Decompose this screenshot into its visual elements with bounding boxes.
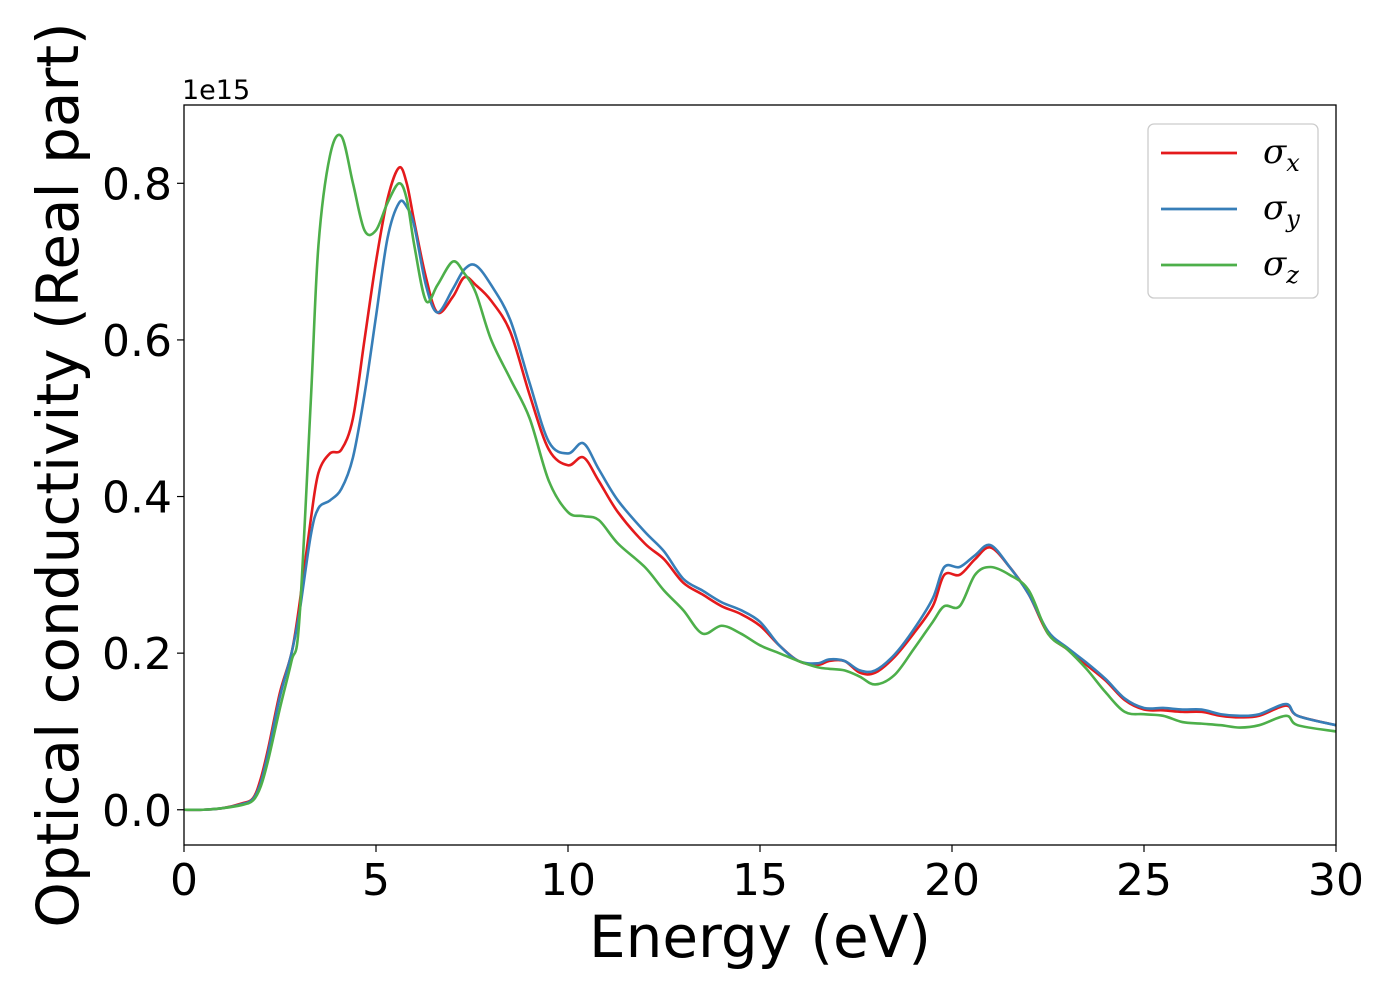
x-axis-label: Energy (eV) [589,903,931,971]
series-line-sigma-z [184,133,1336,812]
series-layer [184,133,1336,812]
y-tick-label: 0.6 [102,316,172,367]
x-tick-label: 20 [924,855,980,906]
series-line-sigma-y [184,199,1336,812]
legend: σx σy σz [1147,123,1319,299]
y-axis: 0.0 0.2 0.4 0.6 0.8 [102,159,184,837]
y-tick-label: 0.4 [102,473,172,524]
y-axis-label: Optical conductivity (Real part) [24,22,92,927]
series-line-sigma-x [184,165,1336,812]
y-tick-label: 0.8 [102,159,172,210]
x-tick-label: 5 [362,855,390,906]
x-tick-label: 30 [1308,855,1364,906]
legend-label-sigma-x: σx [1263,132,1300,177]
x-axis: 0 5 10 15 20 25 30 [170,845,1364,906]
y-offset-text: 1e15 [182,75,250,106]
x-tick-label: 10 [540,855,596,906]
x-tick-label: 0 [170,855,198,906]
legend-label-sigma-z: σz [1263,244,1299,289]
legend-box [1147,123,1319,299]
y-tick-label: 0.0 [102,786,172,837]
x-tick-label: 25 [1116,855,1172,906]
y-tick-label: 0.2 [102,629,172,680]
x-tick-label: 15 [732,855,788,906]
legend-label-sigma-y: σy [1263,188,1300,233]
